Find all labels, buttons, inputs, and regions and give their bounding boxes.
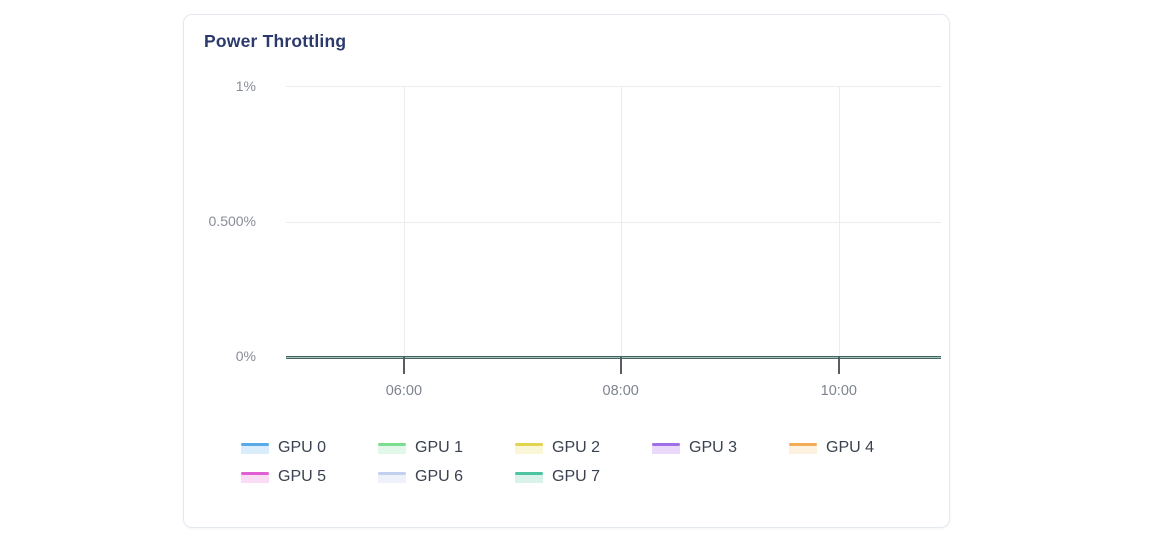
- chart-title: Power Throttling: [204, 31, 347, 51]
- legend-series-swatch-icon: [515, 442, 543, 454]
- legend-series-label: GPU 6: [415, 468, 464, 485]
- legend-series-swatch-icon: [241, 442, 269, 454]
- y-tick-label-0pct: 0%: [235, 348, 256, 364]
- x-tick-label-0800: 08:00: [602, 383, 639, 399]
- legend-series-label: GPU 0: [278, 439, 327, 456]
- legend-series-label: GPU 3: [689, 439, 738, 456]
- x-tick-mark-1000: [837, 357, 840, 374]
- legend-series-swatch-icon: [378, 442, 406, 454]
- legend-series-label: GPU 7: [552, 468, 601, 485]
- legend-item[interactable]: GPU 5: [241, 465, 378, 489]
- legend-series-label: GPU 1: [415, 439, 464, 456]
- legend-series-label: GPU 5: [278, 468, 327, 485]
- legend-series-swatch-icon: [378, 471, 406, 483]
- y-tick-label-1pct: 1%: [235, 78, 256, 94]
- legend-series-swatch-icon: [515, 471, 543, 483]
- gridline-horizontal-mid: [286, 222, 941, 223]
- legend-item[interactable]: GPU 6: [378, 465, 515, 489]
- y-tick-label-0500pct: 0.500%: [208, 213, 256, 229]
- legend-series-swatch-icon: [789, 442, 817, 454]
- legend-item[interactable]: GPU 2: [515, 436, 652, 460]
- legend-series-label: GPU 2: [552, 439, 601, 456]
- x-tick-mark-0600: [402, 357, 405, 374]
- legend-series-swatch-icon: [241, 471, 269, 483]
- gridline-vertical-0600: [403, 87, 405, 357]
- legend-item[interactable]: GPU 4: [789, 436, 926, 460]
- gridline-vertical-1000: [838, 87, 840, 357]
- legend-item[interactable]: GPU 0: [241, 436, 378, 460]
- legend-series-label: GPU 4: [826, 439, 875, 456]
- legend: GPU 0 GPU 1 GPU 2 GPU 3 GPU: [241, 436, 933, 489]
- legend-item[interactable]: GPU 7: [515, 465, 652, 489]
- x-tick-label-0600: 06:00: [385, 383, 423, 399]
- legend-item[interactable]: GPU 1: [378, 436, 515, 460]
- x-tick-label-1000: 10:00: [820, 383, 857, 399]
- power-throttling-card: Power Throttling 1% 0.500% 0% 06:00 08:0…: [183, 14, 950, 528]
- zero-value-series-line: [286, 356, 941, 359]
- legend-series-swatch-icon: [652, 442, 680, 454]
- gridline-vertical-0800: [620, 87, 622, 357]
- plot-area: 06:00 08:00 10:00: [286, 86, 941, 399]
- x-tick-mark-0800: [619, 357, 622, 374]
- legend-item[interactable]: GPU 3: [652, 436, 789, 460]
